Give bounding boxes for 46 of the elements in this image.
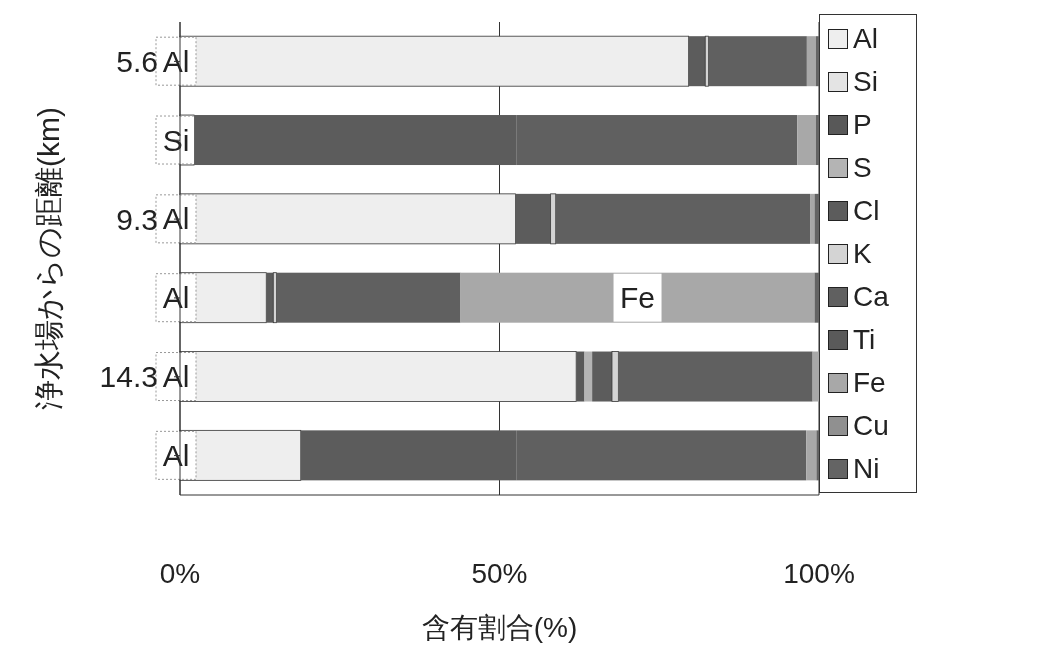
legend-label: P bbox=[853, 108, 872, 141]
data-label: Al bbox=[162, 281, 190, 315]
legend-label: Fe bbox=[853, 366, 886, 399]
bar bbox=[555, 193, 811, 244]
bar bbox=[810, 193, 815, 244]
legend-label: Ca bbox=[853, 280, 889, 313]
data-label: Al bbox=[162, 438, 190, 472]
bar bbox=[815, 36, 819, 87]
bar bbox=[460, 272, 815, 323]
legend-label: Cl bbox=[853, 194, 880, 227]
bar bbox=[618, 351, 813, 402]
bar bbox=[688, 36, 706, 87]
legend-label: K bbox=[853, 237, 872, 270]
bar bbox=[815, 115, 819, 166]
legend-label: Cu bbox=[853, 409, 889, 442]
data-label: Al bbox=[162, 202, 190, 236]
data-label: Fe bbox=[620, 281, 656, 315]
bar bbox=[592, 351, 612, 402]
bar bbox=[611, 351, 619, 402]
bar bbox=[266, 272, 274, 323]
bar bbox=[584, 351, 593, 402]
bar bbox=[550, 193, 557, 245]
legend-label: Ni bbox=[853, 452, 880, 485]
legend-label: Ti bbox=[853, 323, 876, 356]
data-label: Al bbox=[162, 360, 190, 394]
x-tick-label: 0% bbox=[159, 557, 201, 589]
legend-label: S bbox=[853, 151, 872, 184]
bar bbox=[816, 430, 819, 481]
x-tick-label: 100% bbox=[783, 557, 855, 589]
y-tick-label: 14.3 bbox=[99, 360, 158, 394]
bar bbox=[576, 351, 585, 402]
y-tick-label: 5.6 bbox=[116, 45, 158, 79]
x-tick-label: 50% bbox=[471, 557, 528, 589]
bar bbox=[515, 193, 551, 244]
bar bbox=[806, 36, 816, 87]
y-tick-label: 9.3 bbox=[116, 202, 158, 236]
bar bbox=[812, 351, 819, 402]
bar bbox=[276, 272, 461, 323]
y-axis-title: 浄水場からの距離(km) bbox=[31, 107, 65, 410]
bar bbox=[797, 115, 816, 166]
bar bbox=[806, 430, 817, 481]
data-label: Al bbox=[162, 44, 190, 78]
x-axis-title: 含有割合(%) bbox=[421, 612, 578, 643]
legend-label: Si bbox=[853, 65, 878, 98]
bar bbox=[708, 36, 807, 87]
legend-label: Al bbox=[853, 22, 878, 55]
